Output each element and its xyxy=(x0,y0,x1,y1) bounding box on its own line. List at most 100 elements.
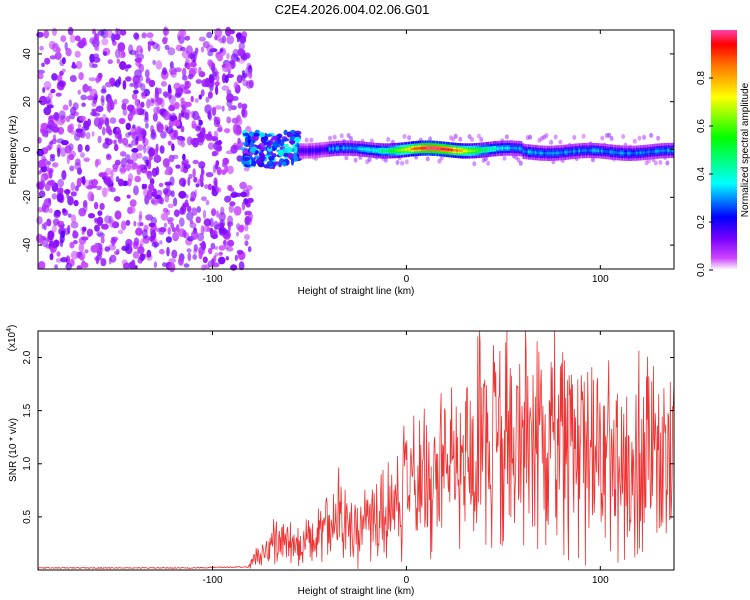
noise-blob xyxy=(186,64,191,70)
signal-band-segment xyxy=(353,147,355,150)
noise-blob xyxy=(236,249,244,255)
noise-blob xyxy=(220,206,225,216)
noise-blob xyxy=(117,229,124,235)
noise-blob xyxy=(126,194,131,199)
noise-blob xyxy=(45,124,53,134)
signal-band-segment xyxy=(367,148,369,151)
noise-blob xyxy=(147,42,151,52)
noise-blob xyxy=(77,143,83,153)
signal-band-segment xyxy=(440,147,443,151)
signal-band-segment xyxy=(597,149,600,152)
noise-blob xyxy=(233,206,242,216)
y-tick-label: 0.5 xyxy=(22,510,33,524)
noise-blob xyxy=(246,189,250,198)
noise-blob xyxy=(247,246,252,253)
signal-band-segment xyxy=(651,150,654,153)
noise-blob xyxy=(239,224,245,232)
noise-blob xyxy=(162,158,170,168)
noise-blob xyxy=(52,162,59,168)
signal-band-segment xyxy=(670,149,673,152)
noise-blob xyxy=(128,131,132,136)
noise-blob xyxy=(134,265,138,270)
noise-blob xyxy=(193,176,198,183)
noise-blob xyxy=(169,61,174,69)
noise-blob xyxy=(43,29,50,39)
noise-blob xyxy=(245,210,252,216)
noise-blob xyxy=(234,254,238,262)
noise-blob xyxy=(236,38,240,43)
noise-blob xyxy=(153,106,160,114)
noise-blob xyxy=(230,191,238,198)
noise-blob xyxy=(109,100,115,111)
signal-band-segment xyxy=(306,149,308,153)
signal-band-segment xyxy=(398,149,401,152)
noise-blob xyxy=(48,169,53,179)
noise-blob xyxy=(80,261,86,268)
signal-band-segment xyxy=(644,151,647,154)
noise-blob xyxy=(73,240,78,245)
signal-band-segment xyxy=(508,146,511,150)
noise-blob xyxy=(132,124,136,129)
signal-band-segment xyxy=(641,151,643,154)
noise-blob xyxy=(214,105,222,110)
noise-blob xyxy=(60,35,67,43)
noise-blob xyxy=(202,256,208,264)
signal-band-segment xyxy=(314,149,317,152)
signal-band-segment xyxy=(300,149,303,153)
signal-band-segment xyxy=(402,148,404,152)
transition-blob xyxy=(283,129,288,136)
signal-halo xyxy=(304,137,309,143)
noise-blob xyxy=(185,101,192,108)
signal-band-segment xyxy=(335,147,338,150)
signal-band-segment xyxy=(302,149,305,153)
noise-blob xyxy=(239,181,247,190)
noise-blob xyxy=(57,178,65,188)
signal-band-segment xyxy=(426,146,429,150)
noise-blob xyxy=(167,47,176,56)
noise-blob xyxy=(142,137,149,147)
transition-blob xyxy=(287,152,294,160)
heatmap-x-axis-label: Height of straight line (km) xyxy=(298,286,415,297)
signal-band-segment xyxy=(533,151,535,154)
signal-halo xyxy=(328,135,332,141)
noise-blob xyxy=(100,236,105,244)
signal-band-segment xyxy=(339,147,341,150)
noise-blob xyxy=(173,209,180,217)
signal-band-segment xyxy=(494,147,497,150)
noise-blob xyxy=(36,31,44,38)
signal-halo xyxy=(428,136,433,142)
noise-blob xyxy=(155,60,163,70)
noise-blob xyxy=(225,150,234,155)
noise-blob xyxy=(239,35,247,44)
signal-halo xyxy=(544,133,549,139)
noise-blob xyxy=(226,99,233,108)
noise-blob xyxy=(168,262,176,273)
noise-blob xyxy=(109,77,116,85)
signal-band-segment xyxy=(451,148,453,152)
noise-blob xyxy=(114,131,122,139)
signal-band-segment xyxy=(466,149,469,153)
noise-blob xyxy=(127,112,135,119)
signal-band-segment xyxy=(517,147,519,150)
noise-blob xyxy=(110,236,119,241)
noise-blob xyxy=(145,77,151,84)
signal-band-segment xyxy=(473,149,476,152)
noise-blob xyxy=(186,136,193,146)
noise-blob xyxy=(224,128,231,134)
transition-blob xyxy=(253,132,260,137)
transition-blob xyxy=(246,161,250,166)
noise-blob xyxy=(92,56,101,63)
noise-blob xyxy=(91,101,97,107)
signal-band-segment xyxy=(416,147,418,150)
noise-blob xyxy=(200,89,205,97)
signal-halo xyxy=(439,155,444,161)
noise-blob xyxy=(171,143,175,152)
noise-blob xyxy=(162,36,169,42)
signal-band-segment xyxy=(396,149,399,152)
noise-blob xyxy=(52,184,58,191)
x-tick-label: 100 xyxy=(592,274,609,285)
signal-band-segment xyxy=(660,149,662,152)
signal-halo xyxy=(349,136,353,142)
noise-blob xyxy=(230,264,238,271)
